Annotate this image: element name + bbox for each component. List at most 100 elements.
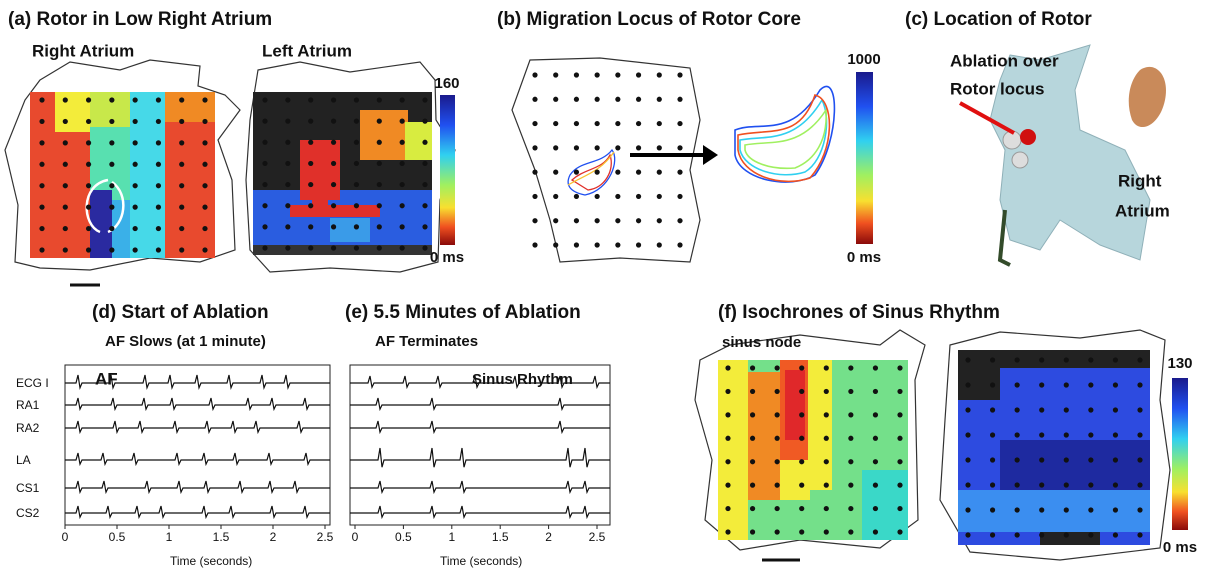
panel-title: (b) Migration Locus of Rotor Core — [497, 9, 801, 30]
electrode — [823, 459, 829, 465]
electrode — [823, 365, 829, 371]
lead-label: CS2 — [16, 506, 40, 520]
electrode — [353, 203, 360, 209]
electrode — [553, 96, 559, 102]
electrode — [594, 193, 600, 200]
electrode — [399, 118, 405, 124]
electrode — [62, 247, 68, 253]
catheter — [997, 209, 1011, 267]
electrode — [725, 435, 731, 441]
lead-label: ECG I — [16, 376, 49, 390]
electrode — [1088, 407, 1094, 413]
ecg-trace — [350, 397, 610, 412]
colorbar-label: 0 ms — [430, 249, 464, 266]
electrode — [422, 97, 428, 103]
electrode — [1039, 432, 1045, 438]
ecg-trace — [350, 505, 610, 520]
electrode — [594, 169, 600, 175]
electrode — [85, 225, 92, 232]
electrode — [1063, 532, 1069, 538]
electrode — [656, 120, 662, 127]
electrode — [1137, 457, 1143, 463]
electrode — [532, 96, 538, 102]
electrode — [965, 432, 971, 438]
electrode — [85, 204, 92, 210]
electrode — [1014, 457, 1020, 463]
electrode — [823, 435, 829, 441]
electrode — [799, 365, 805, 371]
electrode — [353, 118, 360, 124]
electrode — [262, 245, 268, 251]
electrode — [749, 459, 756, 465]
electrode — [376, 97, 382, 103]
electrode — [285, 245, 291, 251]
electrode — [285, 118, 291, 124]
ecg-trace — [65, 480, 330, 495]
electrode — [553, 193, 559, 200]
electrode — [635, 242, 642, 248]
electrode — [1112, 482, 1119, 488]
electrode — [109, 118, 115, 125]
electrode — [594, 218, 600, 224]
x-tick-label: 1 — [448, 530, 455, 544]
electrode — [635, 169, 642, 175]
electrode — [1112, 432, 1119, 438]
electrode — [179, 247, 185, 253]
electrode — [353, 181, 360, 188]
electrode — [615, 193, 621, 200]
electrode — [1039, 482, 1045, 488]
electrode — [399, 224, 405, 230]
electrode — [179, 97, 185, 103]
electrode — [109, 161, 115, 167]
electrode — [422, 245, 428, 251]
electrode — [85, 97, 92, 103]
rotor-locus-zoom — [734, 86, 836, 183]
lead-label: RA1 — [16, 398, 40, 412]
x-tick-label: 1 — [166, 530, 173, 544]
electrode — [132, 204, 138, 210]
panel-title: (d) Start of Ablation — [92, 302, 269, 323]
electrode — [848, 412, 854, 418]
ecg-trace — [350, 480, 610, 495]
electrode — [656, 145, 662, 151]
electrode — [39, 118, 45, 125]
electrode — [353, 224, 360, 230]
electrode — [848, 529, 854, 535]
electrode — [85, 140, 92, 146]
electrode — [848, 365, 854, 371]
electrode — [1112, 507, 1119, 513]
arrow-head — [703, 145, 718, 165]
electrode — [799, 505, 805, 512]
electrode — [656, 242, 662, 248]
electrode — [330, 160, 337, 167]
electrode — [1088, 357, 1094, 363]
electrode — [749, 435, 756, 441]
colorbar-label: 160 — [434, 75, 459, 92]
electrode — [965, 407, 971, 413]
electrode — [635, 96, 642, 102]
electrode — [677, 120, 683, 127]
electrode — [774, 459, 780, 465]
ablation-site — [1011, 151, 1029, 169]
electrode — [422, 203, 428, 209]
electrode — [725, 365, 731, 371]
electrode — [615, 120, 621, 127]
electrode — [202, 161, 208, 167]
electrode — [749, 529, 756, 535]
electrode — [155, 225, 162, 232]
electrode — [656, 96, 662, 102]
electrode — [62, 183, 68, 189]
electrode — [62, 140, 68, 146]
electrode — [132, 247, 138, 253]
electrode — [85, 161, 92, 167]
electrode — [725, 529, 731, 535]
x-tick-label: 2 — [545, 530, 552, 544]
electrode — [1137, 432, 1143, 438]
electrode — [532, 120, 538, 127]
electrode — [308, 245, 314, 251]
electrode — [553, 242, 559, 248]
x-tick-label: 2.5 — [589, 530, 606, 544]
electrode — [725, 505, 731, 512]
electrode — [677, 193, 683, 200]
